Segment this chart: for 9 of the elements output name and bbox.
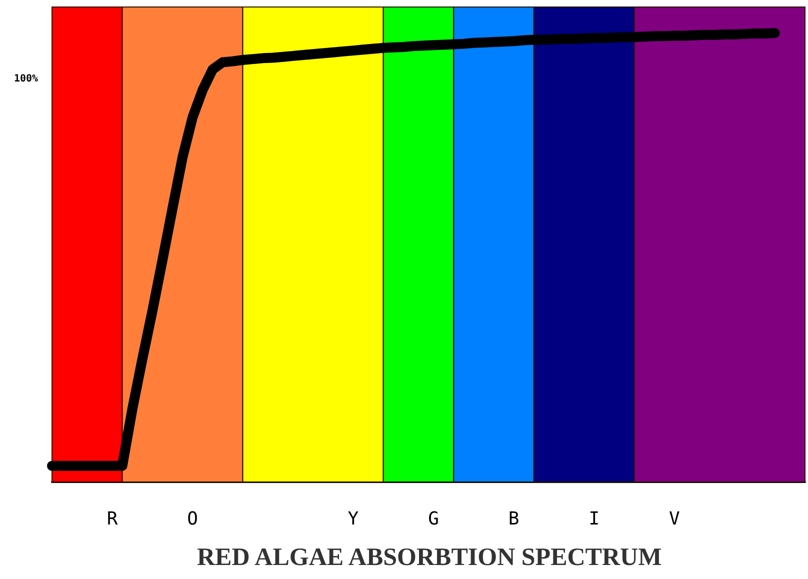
x-tick-label: O <box>187 508 198 530</box>
x-tick-label: V <box>669 508 680 530</box>
text: RED ALGAE ABSORBTION SPECTRUM <box>197 544 662 571</box>
x-tick-label: G <box>428 508 439 530</box>
x-tick-label: I <box>588 508 600 530</box>
x-tick-label: Y <box>348 508 359 530</box>
x-tick-label: R <box>106 508 118 530</box>
x-tick-label: B <box>508 508 520 530</box>
text: 100% <box>14 74 38 84</box>
